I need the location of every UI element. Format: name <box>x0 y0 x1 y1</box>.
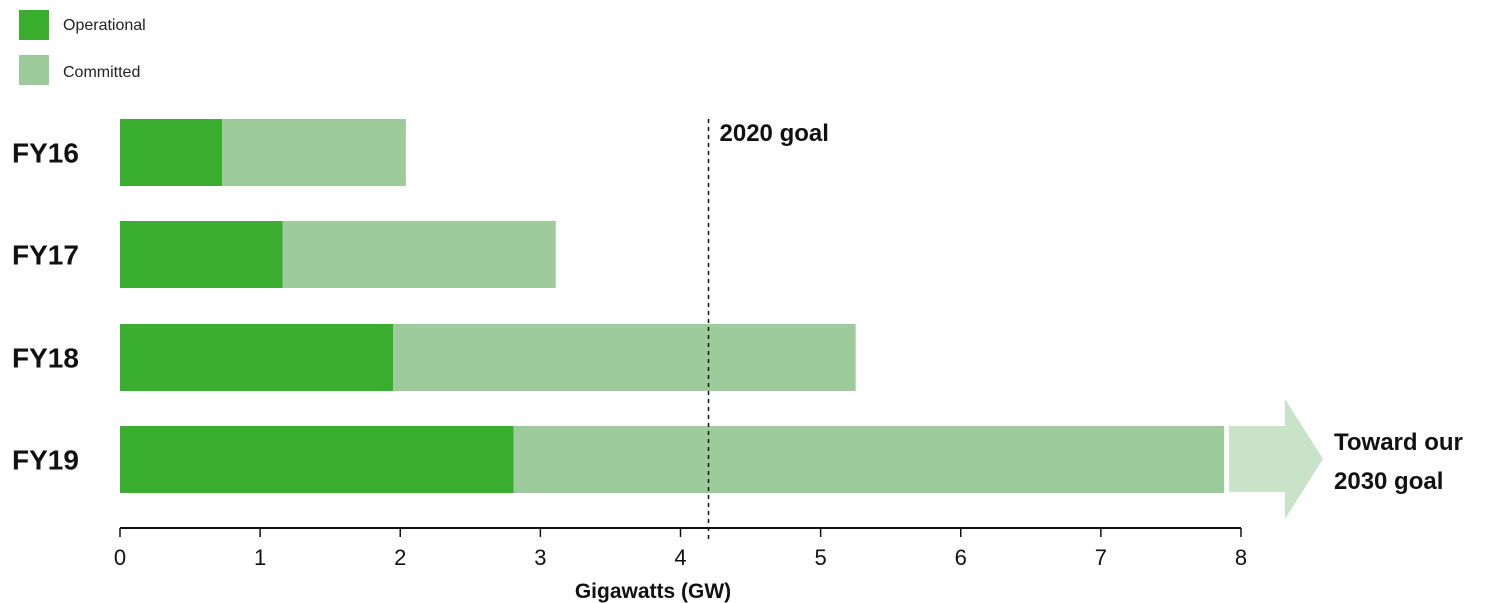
legend-item-committed: Committed <box>19 55 140 85</box>
bar-fy19-committed <box>513 426 1225 493</box>
x-tick-label-2: 2 <box>394 545 406 570</box>
bars <box>120 119 1225 493</box>
legend-swatch-committed <box>19 55 49 85</box>
category-label-fy17: FY17 <box>12 240 79 271</box>
legend-label-operational: Operational <box>63 17 146 34</box>
x-axis-title: Gigawatts (GW) <box>575 580 731 603</box>
category-label-fy19: FY19 <box>12 445 79 476</box>
arrow-shape <box>1229 399 1323 519</box>
category-labels: FY16 FY17 FY18 FY19 <box>12 138 79 476</box>
x-tick-label-7: 7 <box>1095 545 1107 570</box>
legend: Operational Committed <box>19 10 146 85</box>
x-tick-label-1: 1 <box>254 545 266 570</box>
category-label-fy18: FY18 <box>12 343 79 374</box>
arrow-label-line2: 2030 goal <box>1334 468 1443 495</box>
legend-item-operational: Operational <box>19 10 146 40</box>
arrow-annotation: Toward our 2030 goal <box>1229 399 1463 519</box>
bar-fy17-committed <box>282 221 556 288</box>
x-axis: 0 1 2 3 4 5 6 7 8 <box>114 527 1247 570</box>
category-label-fy16: FY16 <box>12 138 79 169</box>
bar-fy18-operational <box>120 324 394 391</box>
x-tick-label-5: 5 <box>815 545 827 570</box>
x-tick-label-4: 4 <box>674 545 686 570</box>
x-tick-label-0: 0 <box>114 545 126 570</box>
x-tick-label-6: 6 <box>955 545 967 570</box>
bar-fy16-operational <box>120 119 223 186</box>
x-tick-label-3: 3 <box>534 545 546 570</box>
arrow-label-line1: Toward our <box>1334 429 1463 456</box>
goal-label: 2020 goal <box>720 120 829 147</box>
bar-fy18-committed <box>393 324 856 391</box>
legend-label-committed: Committed <box>63 64 140 81</box>
bar-fy17-operational <box>120 221 283 288</box>
goal-marker: 2020 goal <box>707 119 829 540</box>
x-tick-label-8: 8 <box>1235 545 1247 570</box>
legend-swatch-operational <box>19 10 49 40</box>
bar-fy16-committed <box>222 119 406 186</box>
bar-fy19-operational <box>120 426 514 493</box>
